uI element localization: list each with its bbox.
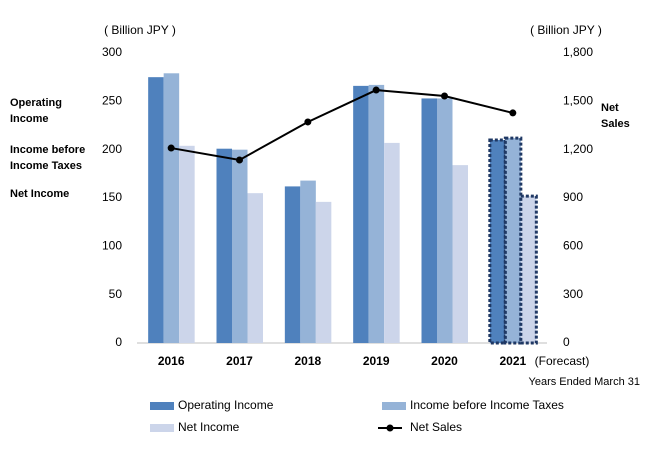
marker (236, 156, 243, 164)
bar (437, 98, 453, 343)
y-tick-label: 1,800 (563, 45, 593, 59)
left-unit: ( Billion JPY ) (104, 23, 176, 37)
bar (384, 142, 400, 343)
legend-label: Income before Income Taxes (410, 398, 564, 412)
y-tick-label: 50 (109, 287, 123, 301)
side-label: Net Sales (601, 102, 630, 130)
bar (247, 193, 263, 343)
bar (488, 138, 507, 345)
bar (421, 98, 437, 343)
y-tick-label: 600 (563, 239, 583, 253)
y-tick-label: 300 (102, 45, 122, 59)
marker (441, 92, 448, 100)
x-tick-label: 2018 (294, 354, 321, 368)
marker (304, 118, 312, 126)
y-tick-label: 100 (102, 239, 122, 253)
y-tick-label: 200 (102, 142, 122, 156)
y-tick-label: 900 (563, 190, 583, 204)
y-tick-label: 300 (563, 287, 583, 301)
legend-label: Operating Income (178, 398, 274, 412)
forecast-note: (Forecast) (535, 354, 590, 368)
side-label: Net Income (10, 188, 70, 200)
bar (519, 194, 538, 345)
marker (509, 109, 517, 117)
line (170, 89, 514, 162)
bar (315, 201, 332, 343)
y-tick-label: 250 (102, 94, 122, 108)
legend-swatch (382, 402, 406, 410)
right-unit: ( Billion JPY ) (530, 23, 602, 37)
side-label: Operating Income (10, 97, 62, 125)
y-tick-label: 0 (115, 335, 122, 349)
bar (148, 77, 164, 344)
bar (163, 73, 180, 344)
bar (353, 85, 369, 343)
x-tick-label: 2020 (431, 354, 458, 368)
bar (300, 180, 316, 343)
bar (503, 136, 523, 345)
marker (167, 144, 175, 152)
bar (452, 165, 468, 343)
bar (179, 145, 195, 343)
x-note: Years Ended March 31 (529, 376, 641, 388)
bar (232, 149, 248, 343)
bar (284, 186, 301, 343)
legend-swatch (386, 424, 394, 432)
legend-swatch (150, 402, 174, 410)
y-tick-label: 150 (102, 190, 122, 204)
y-tick-label: 1,500 (563, 94, 593, 108)
x-tick-label: 2016 (158, 354, 185, 368)
x-tick-label: 2021 (499, 354, 526, 368)
bar (368, 84, 385, 344)
y-tick-label: 1,200 (563, 142, 593, 156)
y-tick-label: 0 (563, 335, 570, 349)
marker (372, 86, 380, 94)
legend-label: Net Sales (410, 420, 462, 434)
legend-label: Net Income (178, 420, 240, 434)
x-tick-label: 2019 (363, 354, 390, 368)
x-tick-label: 2017 (226, 354, 253, 368)
bar (216, 148, 232, 343)
side-label: Income before Income Taxes (10, 144, 86, 172)
legend-swatch (150, 424, 174, 432)
